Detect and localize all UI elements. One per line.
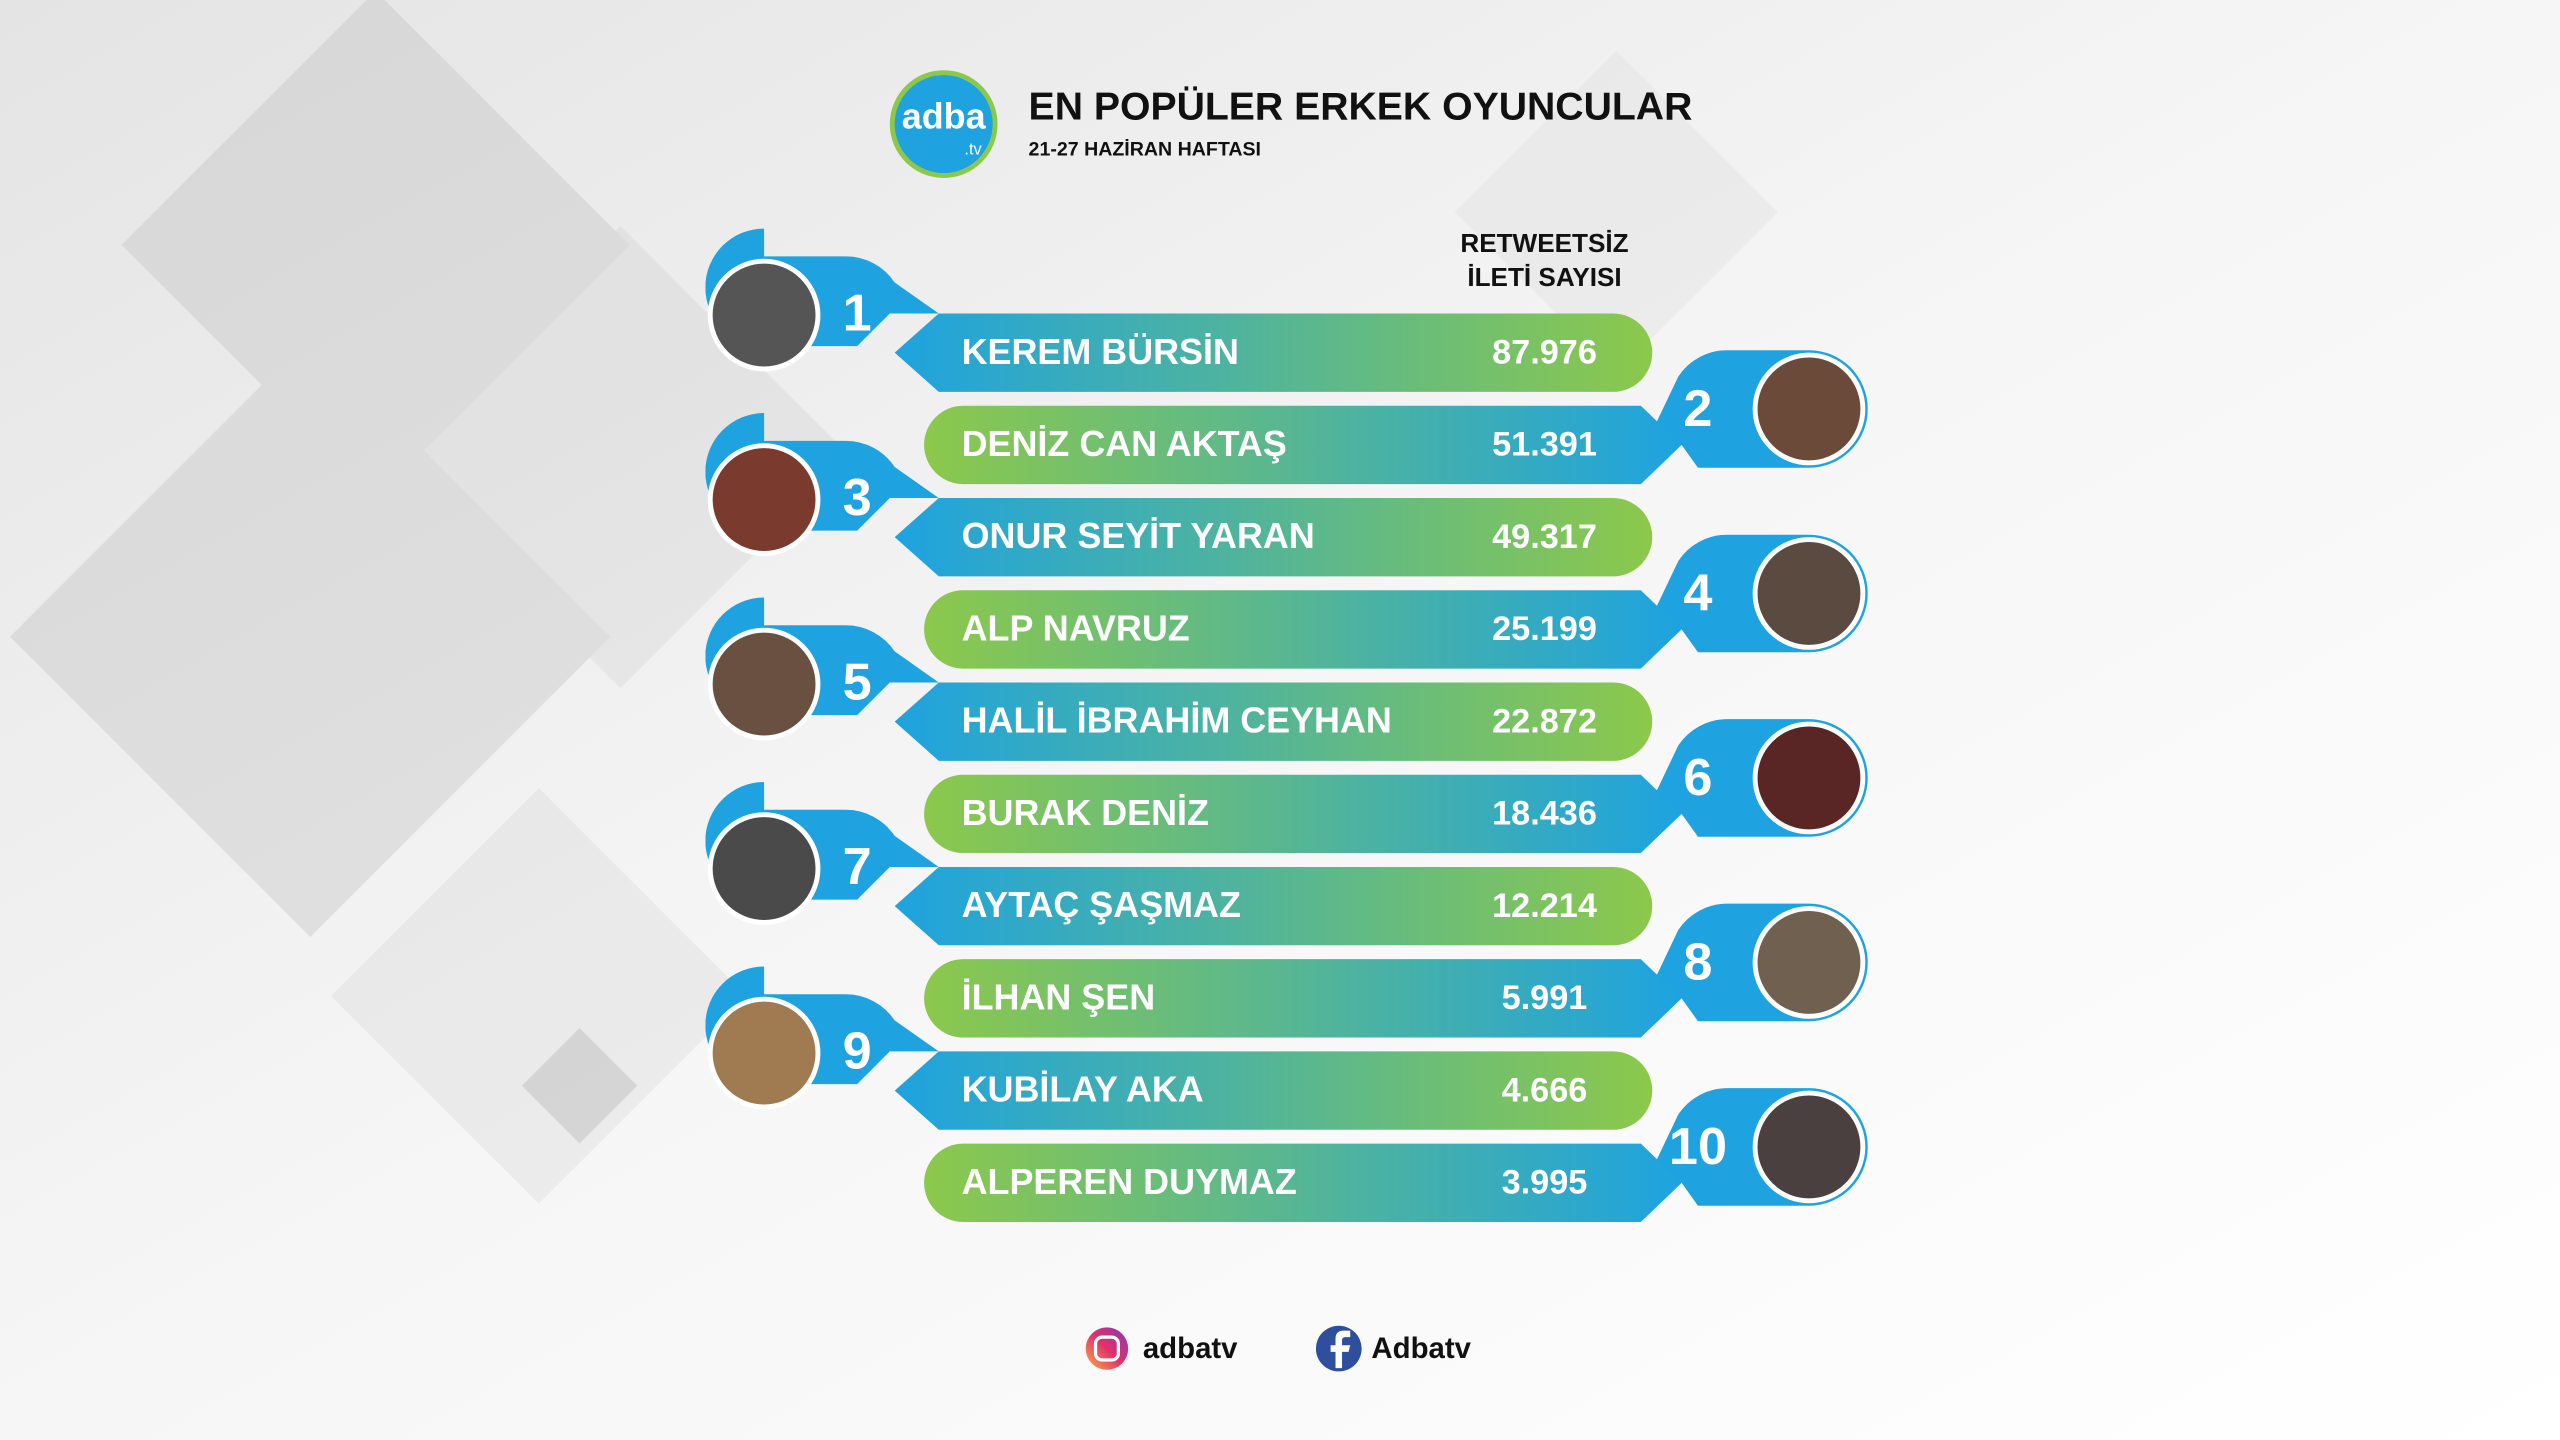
post-count: 4.666 (1502, 1071, 1588, 1109)
avatar (1752, 906, 1866, 1019)
rank: 1 (843, 285, 872, 343)
rank: 8 (1683, 934, 1712, 992)
avatar (1752, 537, 1866, 650)
post-count: 87.976 (1492, 333, 1597, 371)
title: EN POPÜLER ERKEK OYUNCULAR (1029, 86, 1693, 129)
column-header: İLETİ SAYISI (1467, 262, 1621, 292)
row-bar (924, 774, 1682, 854)
rank: 5 (843, 654, 872, 712)
subtitle: 21-27 HAZİRAN HAFTASI (1029, 137, 1261, 160)
avatar (1752, 721, 1866, 835)
instagram-icon (1085, 1327, 1129, 1370)
facebook-handle[interactable]: Adbatv (1371, 1332, 1471, 1365)
rank: 10 (1669, 1118, 1727, 1176)
actor-name: KEREM BÜRSİN (962, 331, 1239, 372)
actor-name: KUBİLAY AKA (962, 1069, 1204, 1110)
post-count: 5.991 (1502, 979, 1588, 1017)
logo (894, 75, 993, 174)
actor-name: İLHAN ŞEN (962, 976, 1156, 1017)
row-bar (894, 497, 1653, 577)
actor-name: BURAK DENİZ (962, 792, 1209, 833)
facebook-glyph (1330, 1330, 1351, 1369)
avatar (707, 258, 821, 372)
avatar (707, 443, 821, 556)
avatar (707, 627, 821, 741)
instagram-handle[interactable]: adbatv (1143, 1332, 1238, 1365)
rank: 2 (1683, 380, 1712, 438)
row-bar (894, 313, 1653, 392)
row-bar (924, 1143, 1682, 1223)
column-header: RETWEETSİZ (1460, 228, 1628, 258)
actor-name: HALİL İBRAHİM CEYHAN (962, 700, 1392, 741)
avatar (1752, 1090, 1866, 1204)
avatar (1752, 352, 1866, 466)
actor-name: DENİZ CAN AKTAŞ (962, 423, 1287, 464)
row-bar (894, 1051, 1653, 1130)
rank: 4 (1683, 565, 1712, 623)
rank: 9 (843, 1022, 872, 1080)
actor-name: ONUR SEYİT YARAN (962, 515, 1315, 556)
rank: 3 (843, 469, 872, 527)
logo-sub: .tv (964, 141, 982, 159)
ranking: 1 KEREM BÜRSİN 87.976 2 DENİZ CAN AKTAŞ 51.39… (705, 228, 1868, 1223)
logo-text: adba (902, 96, 987, 137)
post-count: 18.436 (1492, 795, 1597, 833)
row-bar (894, 866, 1653, 946)
post-count: 25.199 (1492, 610, 1597, 648)
avatar (707, 996, 821, 1110)
rank: 7 (843, 838, 872, 896)
rank: 6 (1683, 749, 1712, 807)
instagram-glyph (1093, 1335, 1120, 1362)
post-count: 22.872 (1492, 702, 1597, 740)
post-count: 49.317 (1492, 518, 1597, 556)
actor-name: ALP NAVRUZ (962, 608, 1190, 649)
post-count: 51.391 (1492, 426, 1597, 464)
row-bar (924, 959, 1682, 1038)
row-bar (924, 590, 1682, 669)
row-bar (894, 682, 1653, 761)
actor-name: AYTAÇ ŞAŞMAZ (962, 884, 1241, 925)
row-bar (924, 405, 1682, 485)
post-count: 3.995 (1502, 1164, 1588, 1202)
post-count: 12.214 (1492, 887, 1597, 925)
avatar (707, 812, 821, 925)
actor-name: ALPEREN DUYMAZ (962, 1161, 1297, 1202)
